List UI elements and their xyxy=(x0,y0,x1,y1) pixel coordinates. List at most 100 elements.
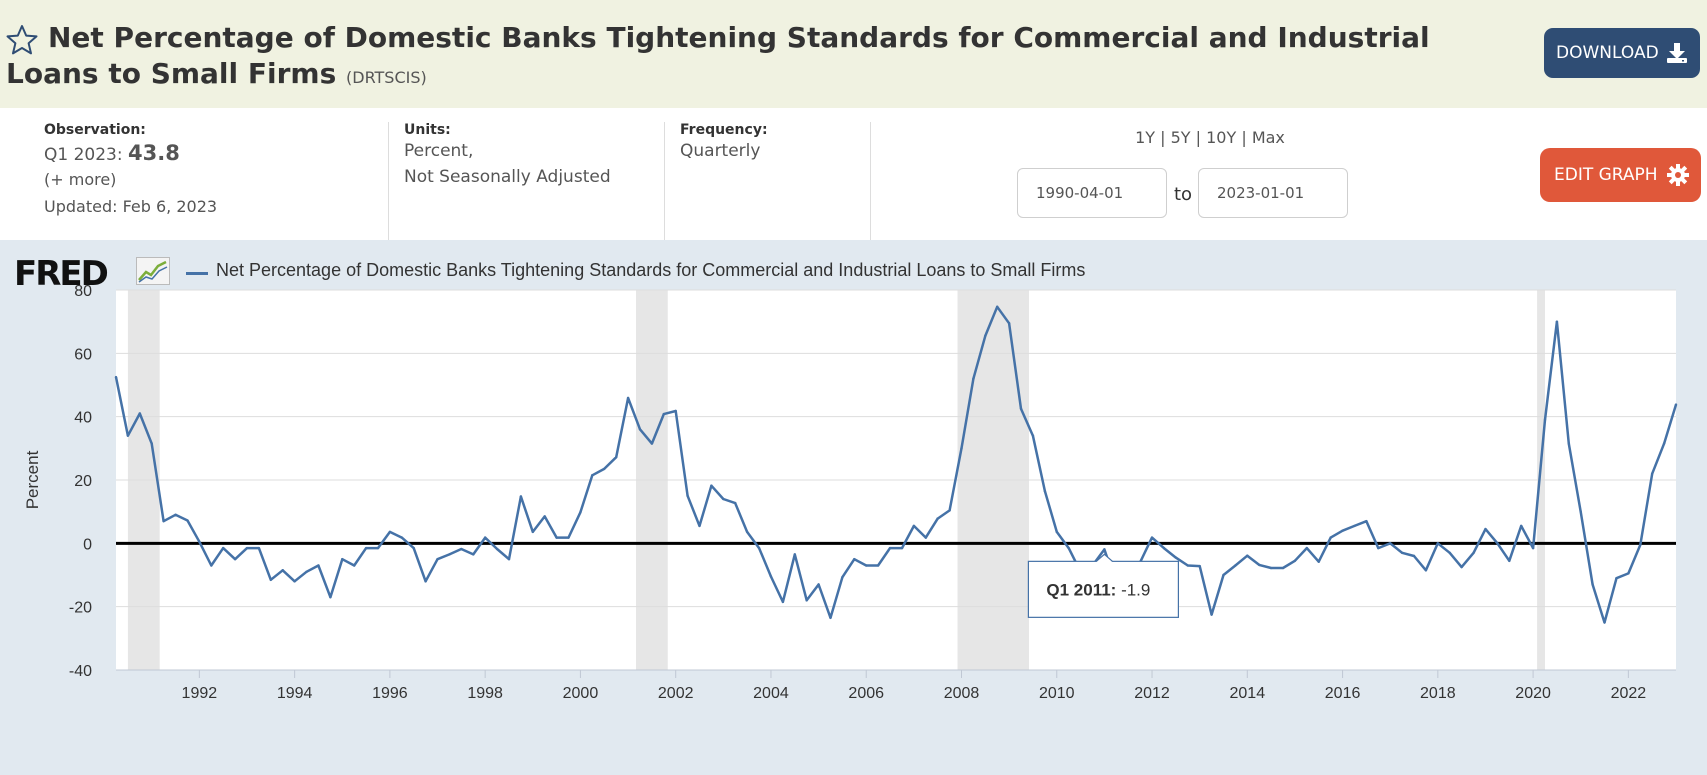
data-point xyxy=(400,536,404,539)
data-point xyxy=(483,536,487,539)
data-point xyxy=(1424,569,1428,572)
y-tick-label: 60 xyxy=(74,346,92,363)
end-date-input[interactable]: 2023-01-01 xyxy=(1198,168,1348,218)
data-point xyxy=(1258,563,1261,567)
data-point xyxy=(1055,530,1058,534)
data-point xyxy=(781,600,785,604)
data-point xyxy=(495,547,499,551)
tooltip-text: Q1 2011: -1.9 xyxy=(1046,580,1150,599)
data-point xyxy=(650,442,654,445)
x-tick-label: 2020 xyxy=(1515,685,1551,702)
line-chart[interactable]: 80 60 40 20 0 -20 -40 1992 1994 1996 1998 2000 2002 2… xyxy=(0,240,1707,775)
range-links[interactable]: 1Y | 5Y | 10Y | Max xyxy=(1135,128,1285,147)
x-tick-label: 2010 xyxy=(1039,685,1075,702)
data-point xyxy=(1186,564,1189,567)
x-tick-label: 2008 xyxy=(944,685,980,702)
data-point xyxy=(614,456,618,459)
data-point xyxy=(1519,524,1523,528)
data-point xyxy=(710,484,713,487)
tooltip-box xyxy=(1027,560,1179,618)
data-point xyxy=(364,546,368,550)
data-point xyxy=(1293,559,1297,562)
x-tick-label: 2000 xyxy=(563,685,599,702)
y-tick-label: 40 xyxy=(74,410,92,427)
x-tick-label: 2004 xyxy=(753,685,789,702)
data-point xyxy=(1067,546,1070,550)
start-date-input[interactable]: 1990-04-01 xyxy=(1017,168,1167,218)
data-point xyxy=(1460,565,1463,569)
data-point xyxy=(829,616,832,619)
data-point xyxy=(1103,548,1106,551)
data-point xyxy=(972,377,975,380)
x-tick-label: 2016 xyxy=(1325,685,1361,702)
tooltip-arrow-outline xyxy=(1096,553,1113,562)
data-point xyxy=(257,546,261,550)
edit-graph-button[interactable]: EDIT GRAPH xyxy=(1540,148,1701,202)
data-point xyxy=(734,501,737,505)
legend-swatch xyxy=(186,272,208,275)
data-point xyxy=(1615,576,1618,580)
x-tick-label: 2002 xyxy=(658,685,694,702)
data-point xyxy=(507,557,511,561)
star-icon[interactable] xyxy=(6,24,38,56)
page-title: Net Percentage of Domestic Banks Tighten… xyxy=(6,20,1506,96)
data-point xyxy=(1591,583,1594,586)
data-point xyxy=(865,564,868,567)
data-point xyxy=(174,513,177,517)
data-point xyxy=(1246,554,1249,557)
data-point xyxy=(269,578,273,581)
data-point xyxy=(1400,551,1404,555)
data-point xyxy=(1555,320,1559,323)
units-label: Units: xyxy=(404,122,451,138)
header-bar: Net Percentage of Domestic Banks Tighten… xyxy=(0,0,1707,108)
data-point xyxy=(388,530,392,534)
series-line xyxy=(114,305,1678,624)
data-point xyxy=(543,515,546,518)
data-point xyxy=(126,434,130,437)
fred-chart-icon xyxy=(136,257,170,285)
data-point xyxy=(1234,564,1237,567)
data-point xyxy=(1317,560,1320,563)
download-label: DOWNLOAD xyxy=(1556,43,1659,63)
data-point xyxy=(1377,546,1380,550)
data-point xyxy=(1198,564,1201,568)
data-point xyxy=(793,553,796,556)
fred-logo[interactable]: FRED xyxy=(14,254,109,294)
data-point xyxy=(984,334,987,338)
x-tick-label: 2006 xyxy=(848,685,884,702)
data-point xyxy=(876,564,880,567)
data-point xyxy=(1639,543,1642,547)
data-point xyxy=(722,497,725,501)
observation-row: Q1 2023: 43.8 xyxy=(44,140,217,168)
tooltip-value: -1.9 xyxy=(1121,580,1150,599)
data-point xyxy=(1472,551,1475,555)
data-point xyxy=(1329,536,1332,539)
y-tick-label: -40 xyxy=(69,663,92,680)
x-tick-label: 1996 xyxy=(372,685,408,702)
download-icon xyxy=(1667,43,1687,63)
data-point xyxy=(698,524,701,528)
data-point xyxy=(912,524,916,528)
observation-period: Q1 2023: xyxy=(44,145,123,165)
data-point xyxy=(1210,613,1213,616)
data-point xyxy=(1674,403,1678,406)
data-point xyxy=(1150,536,1154,539)
data-point xyxy=(996,305,999,308)
data-point xyxy=(1531,546,1535,550)
data-point xyxy=(1269,566,1273,570)
data-point xyxy=(1388,542,1392,545)
to-label: to xyxy=(1174,184,1193,205)
x-tick-label: 2022 xyxy=(1611,685,1647,702)
y-tick-label: 20 xyxy=(74,473,92,490)
data-point xyxy=(662,412,665,416)
more-link[interactable]: (+ more) xyxy=(44,170,117,189)
frequency-block: Frequency: Quarterly xyxy=(680,122,768,164)
download-button[interactable]: DOWNLOAD xyxy=(1544,28,1700,78)
edit-graph-label: EDIT GRAPH xyxy=(1554,165,1658,185)
data-point xyxy=(1567,442,1571,445)
units-block: Units: Percent, Not Seasonally Adjusted xyxy=(404,122,611,190)
data-point xyxy=(757,546,761,550)
info-panel: Observation: Q1 2023: 43.8 (+ more) Upda… xyxy=(0,108,1707,240)
data-point xyxy=(519,495,523,498)
data-point xyxy=(114,375,118,379)
